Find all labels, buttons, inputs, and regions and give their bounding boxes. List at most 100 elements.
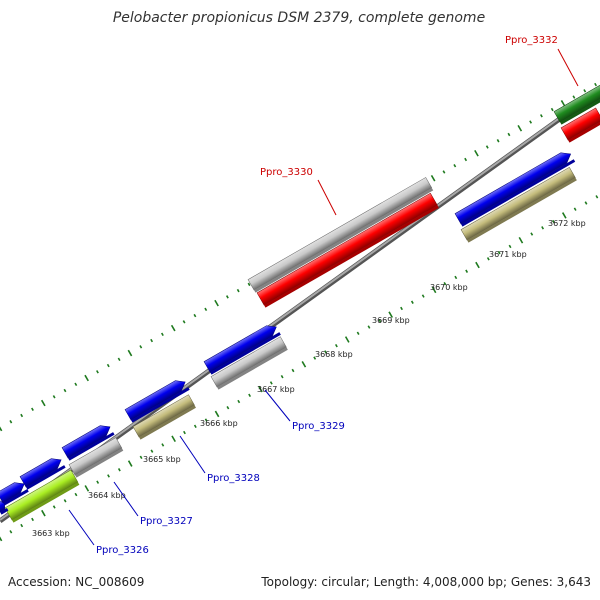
gene-label: Ppro_3328 (207, 473, 260, 484)
tick-mark (584, 201, 588, 205)
gene-label-leader (557, 48, 579, 87)
tick-mark (367, 325, 371, 329)
tick-mark (594, 82, 598, 87)
kbp-label: 3664 kbp (88, 491, 126, 500)
gene-feature (61, 425, 115, 461)
tick-mark (9, 530, 13, 534)
tick-mark (530, 232, 534, 236)
tick-mark (541, 226, 545, 230)
tick-mark (63, 388, 67, 393)
tick-mark (237, 399, 241, 404)
tick-mark (31, 517, 34, 522)
tick-mark (84, 485, 90, 492)
gene-label: Ppro_3327 (140, 516, 193, 527)
tick-mark (475, 261, 480, 269)
kbp-label: 3669 kbp (372, 316, 410, 325)
tick-mark (226, 406, 230, 410)
tick-mark (430, 174, 436, 182)
gene-labels: Ppro_3326 Ppro_3327 Ppro_3328 Ppro_3329 Ppro… (68, 35, 579, 556)
tick-mark (193, 313, 197, 318)
tick-mark (442, 170, 446, 174)
gene-label-leader (68, 509, 95, 546)
map-title: Pelobacter propionicus DSM 2379, complet… (113, 10, 485, 26)
tick-mark (183, 430, 186, 435)
tick-mark (0, 426, 3, 432)
tick-mark (0, 536, 3, 542)
tick-mark (464, 157, 468, 162)
gene-feature (124, 380, 190, 423)
tick-mark (291, 368, 295, 373)
tick-mark (258, 385, 263, 393)
tick-mark (74, 382, 78, 386)
tick-mark (139, 345, 143, 349)
tick-mark (20, 523, 24, 528)
tick-mark (280, 375, 284, 379)
tick-mark (20, 413, 24, 418)
kbp-scale: 3663 kbp 3664 kbp 3665 kbp 3666 kbp 3667 kbp… (32, 219, 586, 538)
kbp-label: 3671 kbp (489, 250, 527, 259)
tick-mark (344, 336, 350, 343)
gene-feature (68, 437, 124, 478)
kbp-label: 3672 kbp (548, 219, 586, 228)
gene-label: Ppro_3326 (96, 545, 149, 556)
tick-mark (595, 195, 599, 199)
gene-label-leader (317, 179, 337, 216)
tick-mark (431, 286, 437, 294)
kbp-label: 3663 kbp (32, 529, 70, 538)
tick-mark (560, 100, 566, 107)
tick-mark (572, 95, 576, 99)
tick-mark (356, 331, 360, 335)
tick-mark (496, 139, 500, 143)
tick-mark (150, 449, 154, 453)
tick-mark (107, 474, 110, 478)
tick-marks (0, 82, 599, 542)
gene-label: Ppro_3330 (260, 167, 313, 178)
gene-feature (553, 81, 600, 125)
tick-mark (550, 107, 554, 112)
gene-feature (0, 482, 29, 506)
gene-feature (460, 166, 577, 243)
kbp-label: 3666 kbp (200, 419, 238, 428)
gene-label-leader (179, 435, 206, 474)
tick-mark (127, 460, 133, 467)
gene-feature (247, 177, 434, 293)
tick-mark (63, 499, 67, 503)
tick-mark (248, 393, 252, 398)
tick-mark (193, 424, 197, 429)
tick-mark (313, 356, 317, 360)
tick-mark (106, 363, 110, 368)
tick-mark (301, 361, 307, 368)
gene-feature (203, 325, 281, 375)
tick-mark (410, 300, 414, 304)
tick-mark (378, 319, 382, 323)
tick-mark (204, 307, 208, 312)
gene-feature (560, 107, 600, 143)
tick-mark (31, 407, 34, 411)
tick-mark (52, 505, 56, 509)
tick-mark (161, 443, 165, 447)
tick-mark (518, 236, 524, 244)
tick-mark (334, 343, 338, 348)
topology-text: Topology: circular; Length: 4,008,000 bp… (261, 575, 591, 589)
tick-mark (182, 320, 186, 324)
tick-mark (583, 89, 587, 93)
tick-mark (214, 299, 219, 307)
gene-label-leader (264, 389, 291, 422)
gene-label: Ppro_3332 (505, 35, 558, 46)
tick-mark (9, 420, 13, 424)
tick-mark (150, 338, 154, 343)
tick-mark (74, 492, 78, 497)
tick-mark (474, 149, 479, 157)
tick-mark (247, 282, 251, 287)
tick-mark (552, 219, 555, 224)
tick-mark (454, 275, 458, 280)
tick-mark (127, 349, 133, 357)
tick-mark (40, 399, 46, 407)
tick-mark (507, 132, 511, 137)
gene-features (0, 81, 600, 523)
tick-mark (225, 295, 229, 299)
tick-mark (517, 125, 523, 132)
tick-mark (561, 212, 567, 219)
tick-mark (539, 114, 543, 118)
